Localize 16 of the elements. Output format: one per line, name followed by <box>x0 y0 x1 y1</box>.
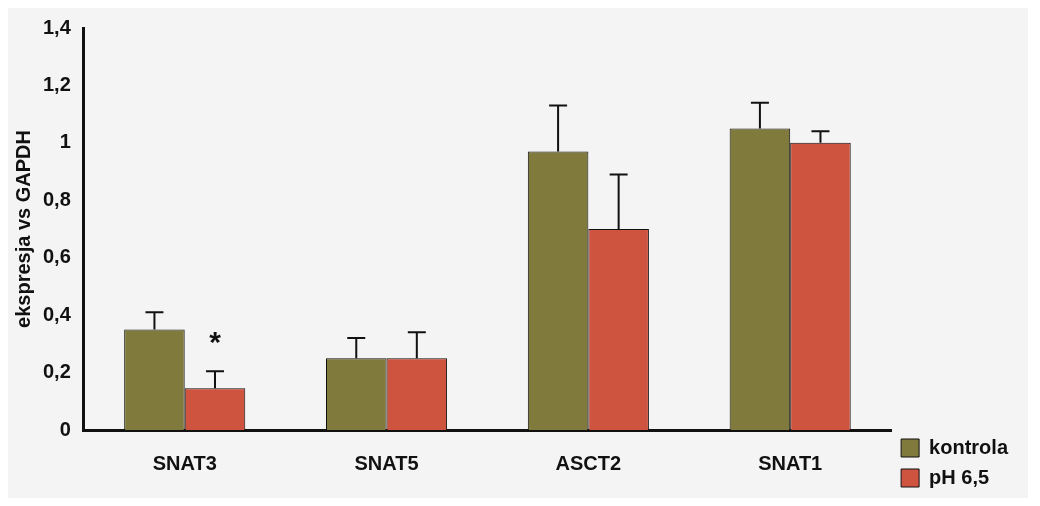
y-tick-label: 1,2 <box>42 72 71 95</box>
x-tick-label: SNAT1 <box>758 451 823 474</box>
y-tick-label: 0,8 <box>42 187 71 210</box>
y-tick-label: 0 <box>59 417 71 440</box>
x-tick-label: SNAT3 <box>152 451 217 474</box>
y-tick-label: 0,4 <box>42 302 72 325</box>
x-tick-label: SNAT5 <box>354 451 419 474</box>
legend-label: pH 6,5 <box>929 465 990 488</box>
legend-label: kontrola <box>929 435 1009 458</box>
annotation: * <box>209 325 222 359</box>
y-tick-label: 1 <box>59 130 71 153</box>
y-axis-title: ekspresja vs GAPDH <box>11 130 34 328</box>
y-tick-label: 1,4 <box>42 15 72 38</box>
x-tick-label: ASCT2 <box>555 451 622 474</box>
y-tick-label: 0,6 <box>42 245 71 268</box>
y-tick-label: 0,2 <box>42 360 71 383</box>
